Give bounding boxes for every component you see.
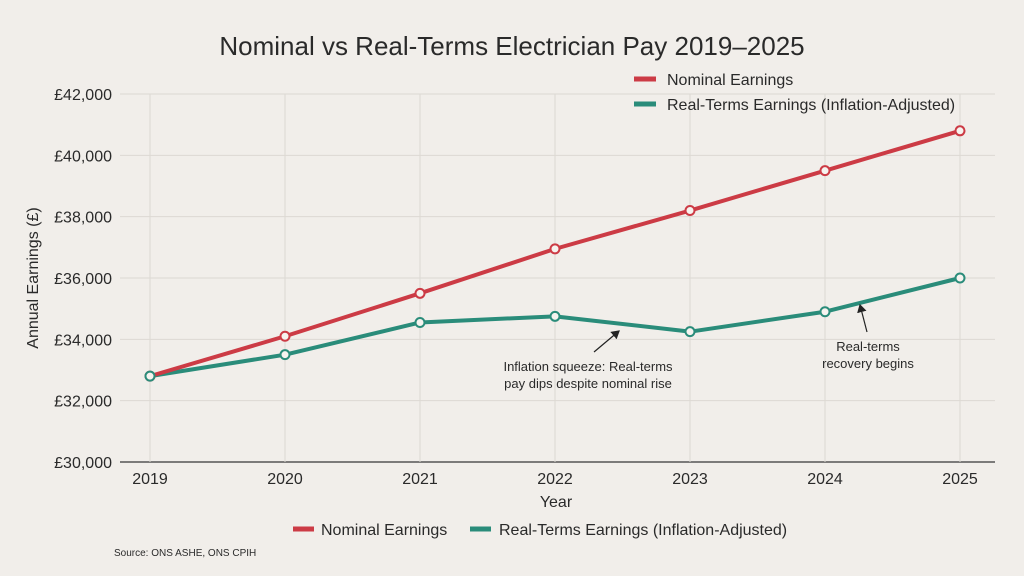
data-point-nominal (414, 287, 426, 299)
y-tick-label: £34,000 (54, 332, 112, 349)
x-tick-label: 2020 (267, 471, 303, 488)
x-tick-label: 2025 (942, 471, 978, 488)
data-point-real (144, 370, 156, 382)
legend-label-real: Real-Terms Earnings (Inflation-Adjusted) (667, 97, 955, 114)
legend-label-real: Real-Terms Earnings (Inflation-Adjusted) (499, 522, 787, 539)
y-axis: £30,000 £32,000 £34,000 £36,000 £38,000 £40,0… (54, 87, 112, 472)
annotation-text: recovery begins (822, 356, 914, 371)
source-note: Source: ONS ASHE, ONS CPIH (114, 548, 256, 559)
annotation-text: pay dips despite nominal rise (504, 376, 672, 391)
x-axis-label: Year (540, 494, 573, 511)
grid (120, 93, 995, 463)
data-point-nominal (954, 125, 966, 137)
chart-title: Nominal vs Real-Terms Electrician Pay 20… (219, 31, 804, 61)
x-axis: 2019 2020 2021 2022 2023 2024 2025 (132, 471, 978, 488)
annotation-text: Real-terms (836, 339, 900, 354)
x-tick-label: 2019 (132, 471, 168, 488)
y-tick-label: £38,000 (54, 210, 112, 227)
annotations: Inflation squeeze: Real-terms pay dips de… (503, 303, 914, 391)
annotation-arrow (857, 303, 868, 333)
y-tick-label: £40,000 (54, 148, 112, 165)
y-axis-label: Annual Earnings (£) (25, 207, 42, 348)
legend-bottom: Nominal Earnings Real-Terms Earnings (In… (293, 522, 787, 539)
series-layer (144, 125, 966, 382)
y-tick-label: £30,000 (54, 455, 112, 472)
data-point-nominal (684, 205, 696, 217)
y-tick-label: £36,000 (54, 271, 112, 288)
data-point-nominal (819, 165, 831, 177)
data-point-nominal (279, 330, 291, 342)
x-tick-label: 2022 (537, 471, 573, 488)
legend-label-nominal: Nominal Earnings (321, 522, 447, 539)
data-point-nominal (549, 243, 561, 255)
legend-label-nominal: Nominal Earnings (667, 72, 793, 89)
x-tick-label: 2024 (807, 471, 843, 488)
data-point-real (549, 310, 561, 322)
data-point-real (684, 326, 696, 338)
data-point-real (414, 316, 426, 328)
data-point-real (279, 349, 291, 361)
x-tick-label: 2021 (402, 471, 438, 488)
data-point-real (819, 306, 831, 318)
annotation-arrow (593, 330, 620, 353)
y-tick-label: £32,000 (54, 394, 112, 411)
annotation-text: Inflation squeeze: Real-terms (503, 359, 673, 374)
x-tick-label: 2023 (672, 471, 708, 488)
legend-top: Nominal Earnings Real-Terms Earnings (In… (634, 72, 955, 114)
data-point-real (954, 272, 966, 284)
y-tick-label: £42,000 (54, 87, 112, 104)
